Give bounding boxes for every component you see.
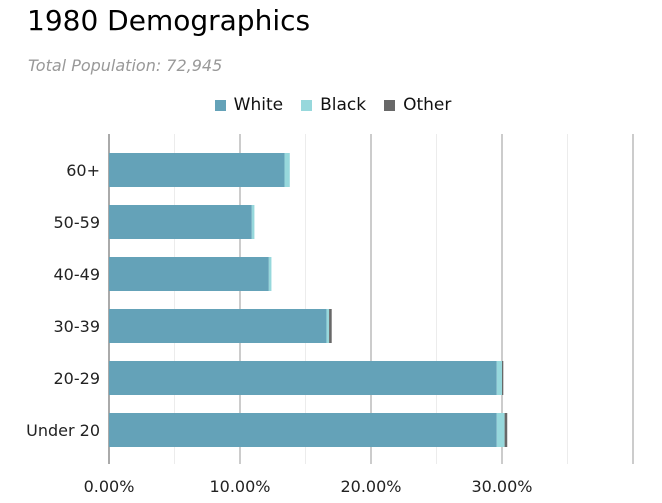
bar-black-40-49[interactable] xyxy=(268,257,272,291)
legend-swatch-black xyxy=(301,99,313,111)
chart-subtitle: Total Population: 72,945 xyxy=(28,56,223,75)
bar-white-30-39[interactable] xyxy=(109,309,327,343)
category-label: Under 20 xyxy=(26,421,100,440)
bars xyxy=(109,153,508,447)
bar-other-30-39[interactable] xyxy=(329,309,332,343)
x-tick-labels: 0.00% 10.00% 20.00% 30.00% xyxy=(84,477,533,496)
legend-label-white: White xyxy=(233,95,284,115)
legend-item-black[interactable]: Black xyxy=(301,95,366,115)
category-label: 20-29 xyxy=(54,369,101,388)
bar-black-30-39[interactable] xyxy=(326,309,330,343)
bar-other-20-29[interactable] xyxy=(502,361,504,395)
legend-label-black: Black xyxy=(320,95,367,115)
bar-black-20-29[interactable] xyxy=(496,361,502,395)
x-tick-label: 10.00% xyxy=(209,477,270,496)
x-tick-label: 20.00% xyxy=(340,477,401,496)
x-tick-label: 30.00% xyxy=(471,477,532,496)
bar-black-under-20[interactable] xyxy=(496,413,505,447)
grid-lines xyxy=(108,134,634,464)
category-labels: 60+ 50-59 40-49 30-39 20-29 Under 20 xyxy=(26,161,100,440)
x-tick-label: 0.00% xyxy=(84,477,135,496)
legend-swatch-other xyxy=(384,99,396,111)
category-label: 40-49 xyxy=(54,265,101,284)
category-label: 60+ xyxy=(66,161,100,180)
bar-white-50-59[interactable] xyxy=(109,205,252,239)
legend: White Black Other xyxy=(0,95,662,115)
chart-title: 1980 Demographics xyxy=(27,4,311,37)
bar-white-40-49[interactable] xyxy=(109,257,269,291)
bar-black-60-[interactable] xyxy=(284,153,290,187)
category-label: 50-59 xyxy=(54,213,101,232)
bar-white-60-[interactable] xyxy=(109,153,285,187)
category-label: 30-39 xyxy=(54,317,101,336)
legend-swatch-white xyxy=(214,99,226,111)
legend-item-white[interactable]: White xyxy=(214,95,284,115)
bar-other-under-20[interactable] xyxy=(504,413,508,447)
legend-label-other: Other xyxy=(403,95,452,115)
bar-white-20-29[interactable] xyxy=(109,361,497,395)
bar-black-50-59[interactable] xyxy=(251,205,255,239)
legend-item-other[interactable]: Other xyxy=(384,95,451,115)
bar-white-under-20[interactable] xyxy=(109,413,497,447)
